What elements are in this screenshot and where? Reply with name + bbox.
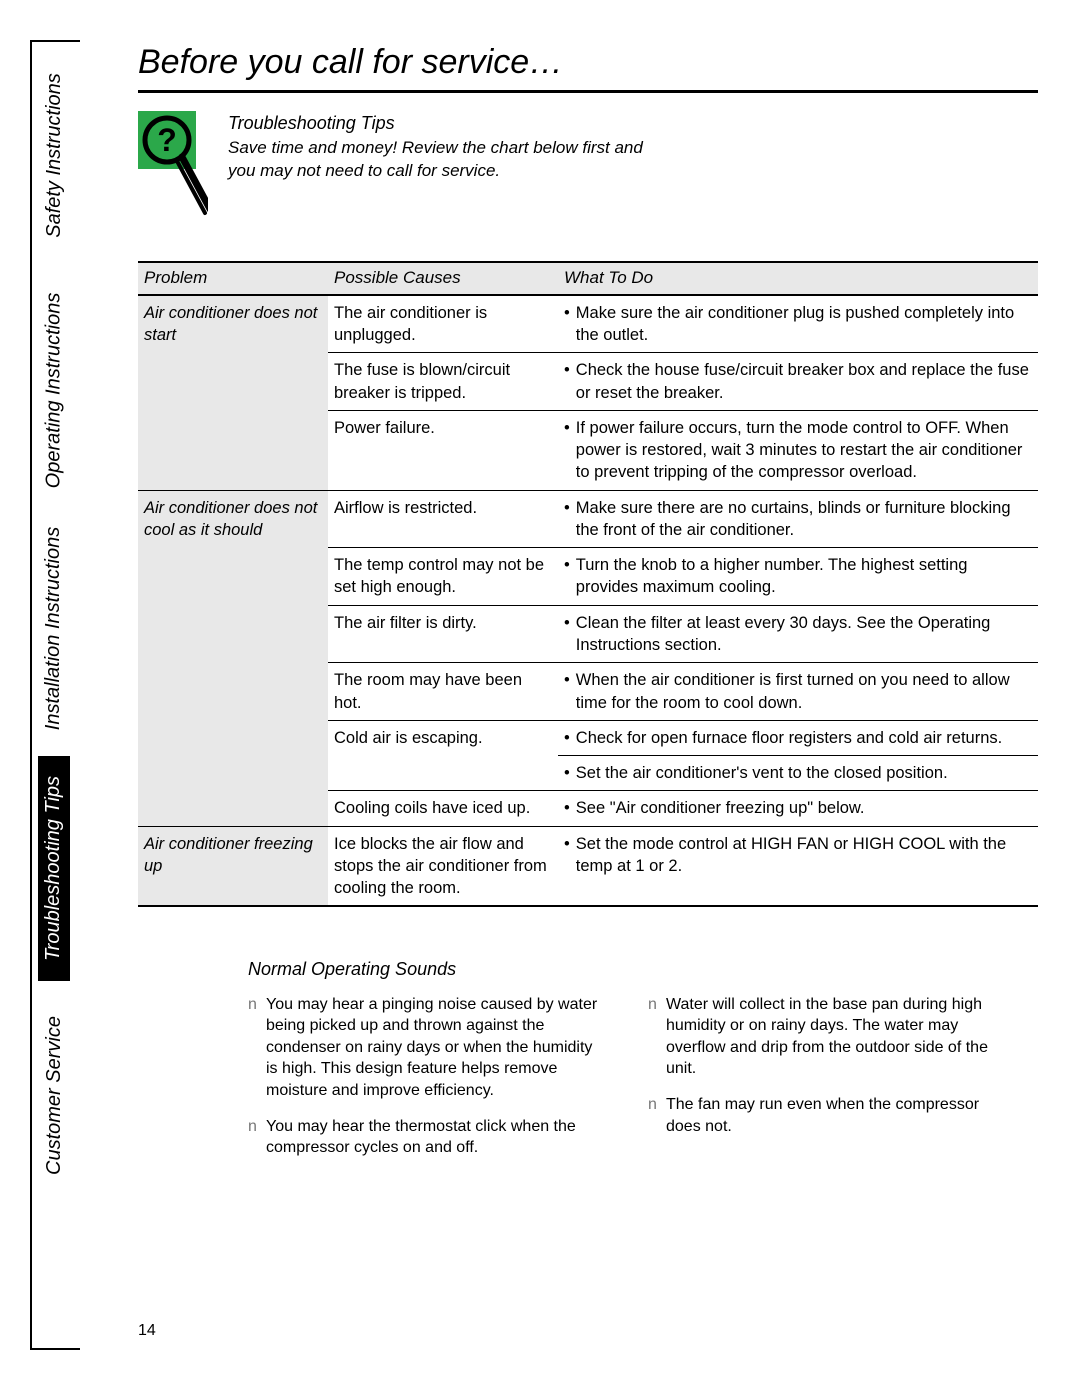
todo-cell: Clean the filter at least every 30 days.… (558, 605, 1038, 663)
cause-cell: Cooling coils have iced up. (328, 791, 558, 826)
problem-cell: Air conditioner does not start (138, 295, 328, 490)
tips-line: you may not need to call for service. (228, 160, 643, 183)
sounds-right-col: Water will collect in the base pan durin… (648, 994, 1008, 1173)
sidebar-tab[interactable]: Customer Service (38, 990, 70, 1200)
sidebar-tab-label: Customer Service (41, 1016, 68, 1175)
todo-cell: Make sure the air conditioner plug is pu… (558, 295, 1038, 353)
todo-cell: Check the house fuse/circuit breaker box… (558, 353, 1038, 411)
page-number: 14 (138, 1320, 156, 1342)
problem-cell: Air conditioner freezing up (138, 826, 328, 906)
col-problem: Problem (138, 262, 328, 295)
tips-heading: Troubleshooting Tips (228, 111, 643, 135)
main-content: Before you call for service… ? Troublesh… (138, 40, 1038, 1173)
cause-cell: Ice blocks the air flow and stops the ai… (328, 826, 558, 906)
sidebar-tab[interactable]: Troubleshooting Tips (38, 756, 70, 981)
sidebar-tab[interactable]: Safety Instructions (38, 40, 70, 270)
troubleshooting-table: Problem Possible Causes What To Do Air c… (138, 261, 1038, 908)
sounds-heading: Normal Operating Sounds (248, 957, 1038, 981)
todo-cell: See "Air conditioner freezing up" below. (558, 791, 1038, 826)
todo-cell: When the air conditioner is first turned… (558, 663, 1038, 721)
problem-cell: Air conditioner does not cool as it shou… (138, 490, 328, 826)
cause-cell: The fuse is blown/circuit breaker is tri… (328, 353, 558, 411)
col-causes: Possible Causes (328, 262, 558, 295)
todo-cell: Make sure there are no curtains, blinds … (558, 490, 1038, 548)
table-row: Air conditioner does not cool as it shou… (138, 490, 1038, 548)
todo-cell: If power failure occurs, turn the mode c… (558, 410, 1038, 490)
cause-cell: Cold air is escaping. (328, 720, 558, 791)
cause-cell: Power failure. (328, 410, 558, 490)
todo-cell: Check for open furnace floor registers a… (558, 720, 1038, 755)
table-header-row: Problem Possible Causes What To Do (138, 262, 1038, 295)
intro-block: ? Troubleshooting Tips Save time and mon… (138, 111, 1038, 221)
sidebar-tab-label: Troubleshooting Tips (41, 776, 68, 961)
cause-cell: The room may have been hot. (328, 663, 558, 721)
cause-cell: Airflow is restricted. (328, 490, 558, 548)
tips-line: Save time and money! Review the chart be… (228, 137, 643, 160)
cause-cell: The air conditioner is unplugged. (328, 295, 558, 353)
table-row: Air conditioner does not startThe air co… (138, 295, 1038, 353)
sound-note: The fan may run even when the compressor… (648, 1094, 1008, 1137)
todo-cell: Set the air conditioner's vent to the cl… (558, 756, 1038, 791)
table-row: Air conditioner freezing upIce blocks th… (138, 826, 1038, 906)
todo-cell: Turn the knob to a higher number. The hi… (558, 548, 1038, 606)
table-body: Air conditioner does not startThe air co… (138, 295, 1038, 907)
sidebar-tab-label: Installation Instructions (41, 526, 68, 729)
sidebar-tab[interactable]: Operating Instructions (38, 280, 70, 500)
sidebar-tab[interactable]: Installation Instructions (38, 508, 70, 748)
sound-note: Water will collect in the base pan durin… (648, 994, 1008, 1080)
todo-cell: Set the mode control at HIGH FAN or HIGH… (558, 826, 1038, 906)
page-title: Before you call for service… (138, 40, 1038, 93)
sidebar-tab-label: Safety Instructions (41, 73, 68, 238)
svg-text:?: ? (157, 122, 177, 158)
sidebar-tabs: Safety Instructions Operating Instruction… (38, 40, 70, 1350)
col-todo: What To Do (558, 262, 1038, 295)
cause-cell: The temp control may not be set high eno… (328, 548, 558, 606)
magnifier-question-icon: ? (138, 111, 208, 221)
cause-cell: The air filter is dirty. (328, 605, 558, 663)
normal-sounds-section: Normal Operating Sounds You may hear a p… (138, 957, 1038, 1172)
sidebar-tab-label: Operating Instructions (41, 292, 68, 488)
sounds-left-col: You may hear a pinging noise caused by w… (248, 994, 608, 1173)
sounds-columns: You may hear a pinging noise caused by w… (248, 994, 1038, 1173)
sound-note: You may hear the thermostat click when t… (248, 1116, 608, 1159)
sound-note: You may hear a pinging noise caused by w… (248, 994, 608, 1102)
intro-text: Troubleshooting Tips Save time and money… (228, 111, 643, 183)
page: Safety Instructions Operating Instruction… (30, 40, 1050, 1350)
